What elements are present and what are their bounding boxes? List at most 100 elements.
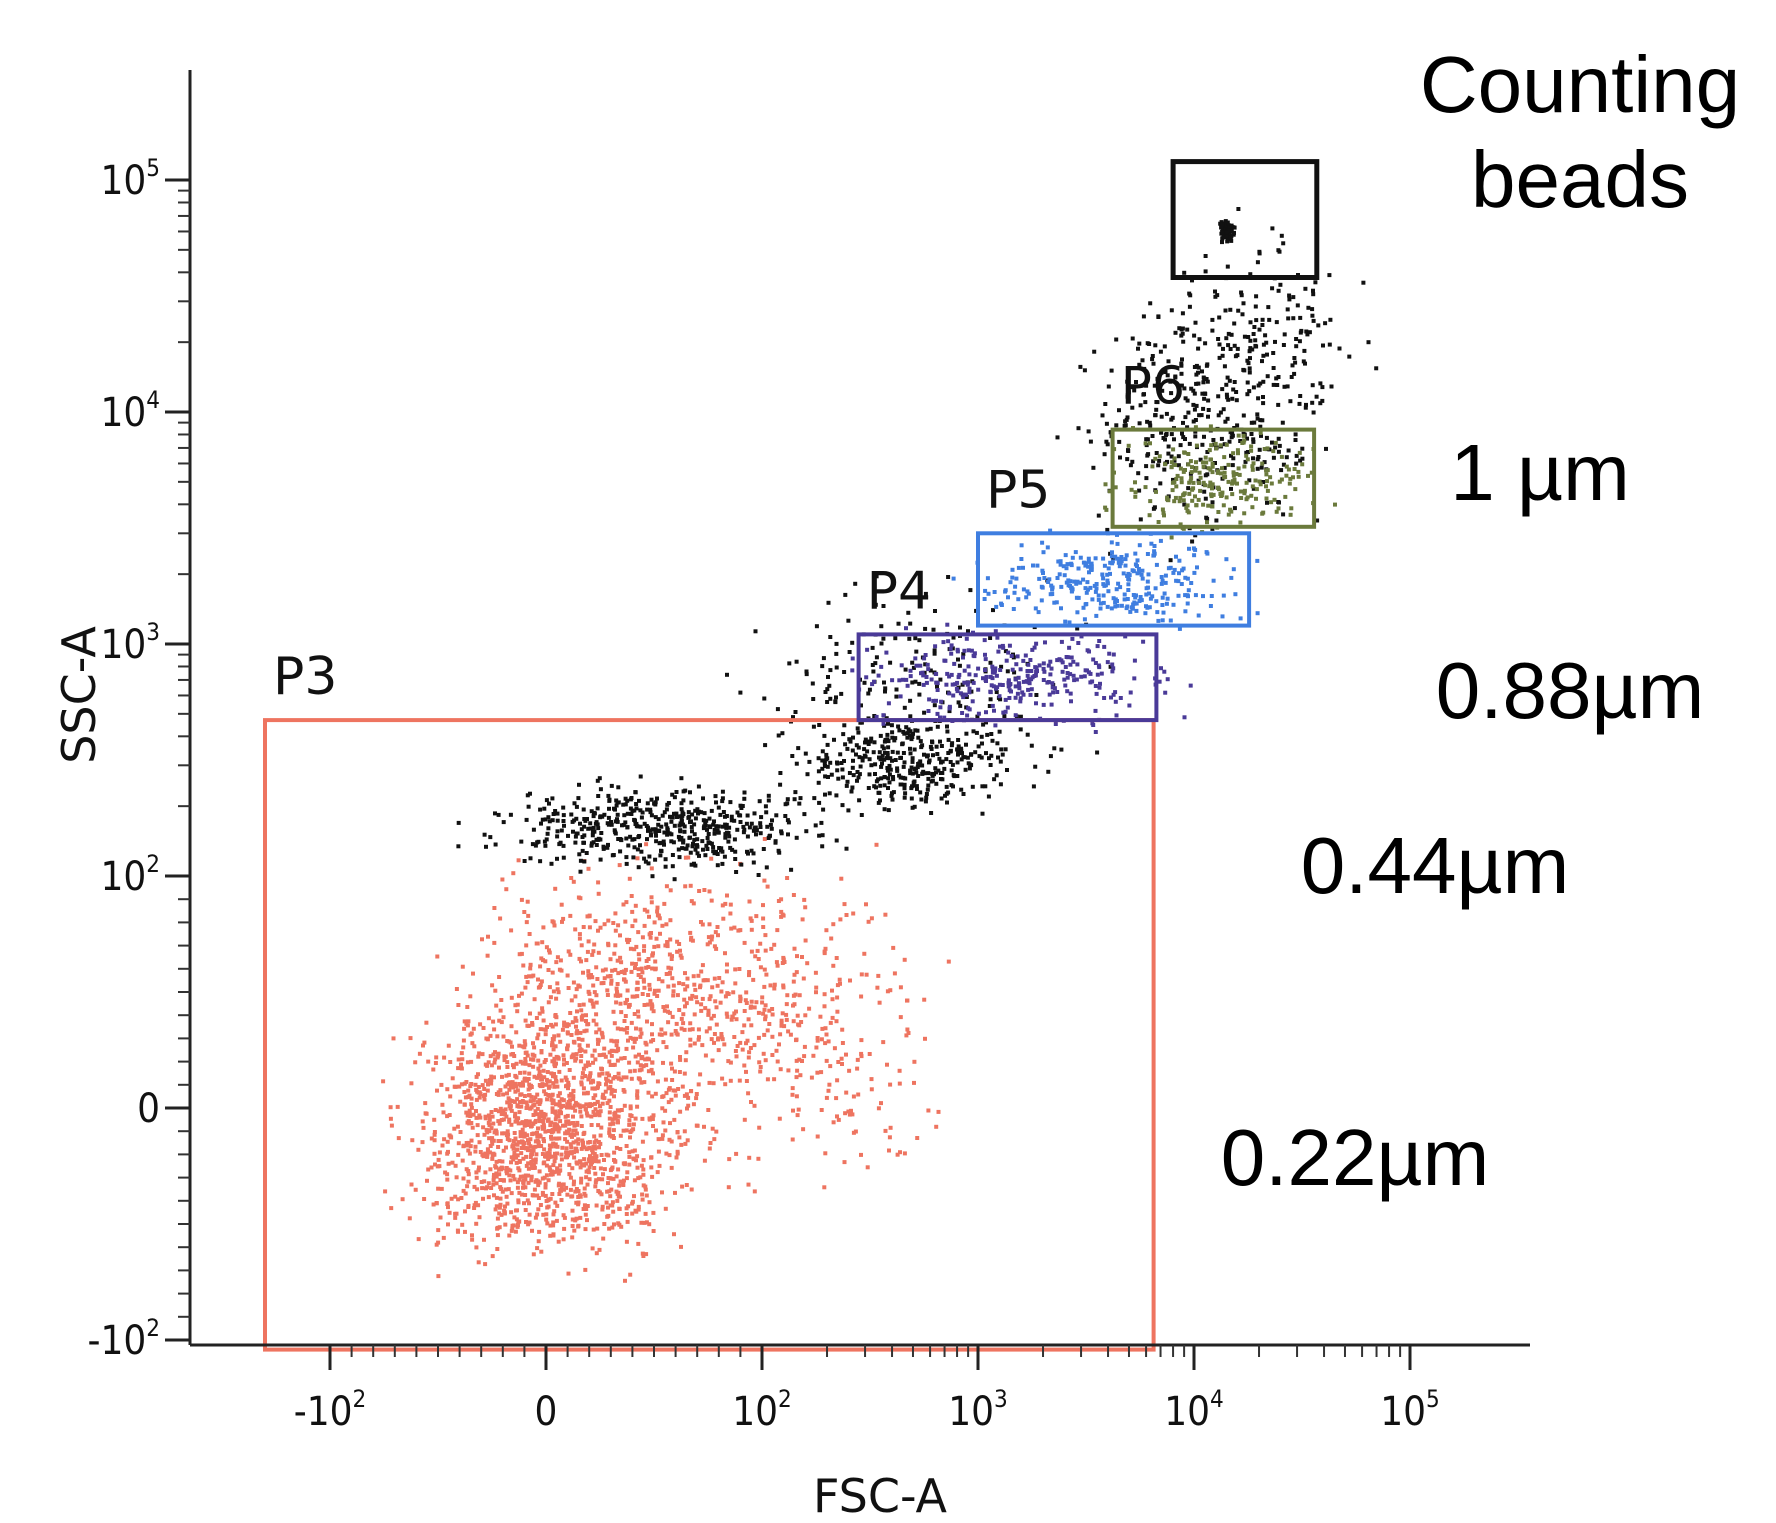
data-point	[628, 1135, 632, 1140]
data-point	[668, 918, 673, 923]
data-point	[618, 933, 622, 938]
data-point	[525, 793, 530, 798]
data-point	[826, 1088, 831, 1093]
data-point	[1200, 391, 1205, 396]
data-point	[608, 1063, 613, 1067]
data-point	[1176, 454, 1181, 459]
data-point	[640, 992, 645, 996]
data-point	[758, 965, 763, 970]
data-point	[553, 1044, 558, 1049]
data-point	[707, 1080, 712, 1085]
data-point	[457, 1084, 462, 1089]
data-point	[616, 1071, 621, 1076]
data-point	[640, 810, 645, 815]
data-point	[882, 750, 887, 755]
data-point	[696, 1027, 701, 1032]
data-point	[532, 1045, 537, 1050]
data-point	[1241, 433, 1246, 438]
data-point	[553, 1200, 558, 1205]
data-point	[617, 1183, 622, 1188]
data-point	[1021, 565, 1025, 570]
data-point	[1318, 381, 1323, 386]
data-point	[825, 700, 830, 704]
data-point	[615, 982, 620, 986]
data-point	[1055, 658, 1060, 663]
data-point	[886, 745, 891, 750]
data-point	[536, 1196, 541, 1200]
data-point	[892, 738, 897, 743]
data-point	[1085, 668, 1089, 673]
data-point	[1220, 240, 1224, 245]
data-point	[552, 1209, 557, 1214]
data-point	[543, 1032, 548, 1037]
data-point	[1117, 439, 1122, 444]
data-point	[1015, 654, 1020, 659]
data-point	[423, 1111, 428, 1116]
data-point	[856, 1092, 861, 1097]
data-point	[673, 1029, 678, 1033]
data-point	[874, 714, 879, 719]
data-point	[600, 1101, 605, 1106]
data-point	[1076, 641, 1081, 645]
data-point	[527, 1063, 532, 1068]
data-point	[975, 714, 980, 719]
data-point	[608, 1122, 613, 1127]
data-point	[603, 1089, 608, 1094]
data-point	[568, 1092, 573, 1097]
data-point	[487, 1136, 492, 1141]
data-point	[574, 987, 579, 992]
data-point	[579, 1015, 584, 1020]
data-point	[589, 1080, 593, 1085]
data-point	[572, 1132, 577, 1137]
data-point	[1099, 671, 1104, 676]
data-point	[1063, 683, 1068, 688]
data-point	[764, 810, 769, 815]
data-point	[607, 1127, 612, 1132]
data-point	[1260, 359, 1264, 364]
data-point	[727, 825, 732, 830]
data-point	[1141, 639, 1146, 644]
data-point	[1133, 494, 1138, 499]
data-point	[515, 1142, 520, 1147]
data-point	[690, 829, 694, 834]
data-point	[536, 1144, 541, 1149]
data-point	[513, 1229, 518, 1234]
data-point	[505, 1129, 510, 1134]
data-point	[1309, 470, 1314, 475]
data-point	[611, 1009, 616, 1014]
data-point	[546, 968, 551, 972]
data-point	[1270, 286, 1275, 291]
data-point	[939, 699, 944, 704]
data-point	[1118, 455, 1122, 460]
data-point	[1137, 488, 1142, 493]
data-point	[1194, 460, 1198, 465]
data-point	[926, 709, 931, 713]
data-point	[733, 849, 738, 854]
data-point	[476, 1085, 481, 1089]
data-point	[1132, 388, 1137, 393]
data-point	[466, 1140, 471, 1145]
data-point	[610, 968, 615, 973]
data-point	[703, 1053, 708, 1058]
data-point	[666, 801, 671, 805]
data-point	[575, 1131, 579, 1136]
data-point	[497, 1018, 502, 1023]
data-point	[579, 1054, 584, 1058]
data-point	[1046, 663, 1051, 668]
data-point	[1169, 535, 1174, 540]
data-point	[432, 1138, 437, 1143]
data-point	[448, 1060, 453, 1064]
data-point	[846, 618, 851, 623]
data-point	[1181, 498, 1186, 503]
data-point	[503, 1222, 508, 1227]
data-point	[1157, 458, 1162, 463]
data-point	[885, 766, 890, 770]
data-point	[486, 1060, 491, 1065]
data-point	[616, 837, 621, 841]
data-point	[811, 1053, 816, 1058]
data-point	[1104, 439, 1109, 444]
data-point	[573, 1108, 578, 1113]
data-point	[487, 1117, 492, 1122]
data-point	[557, 1136, 562, 1141]
data-point	[849, 789, 854, 794]
